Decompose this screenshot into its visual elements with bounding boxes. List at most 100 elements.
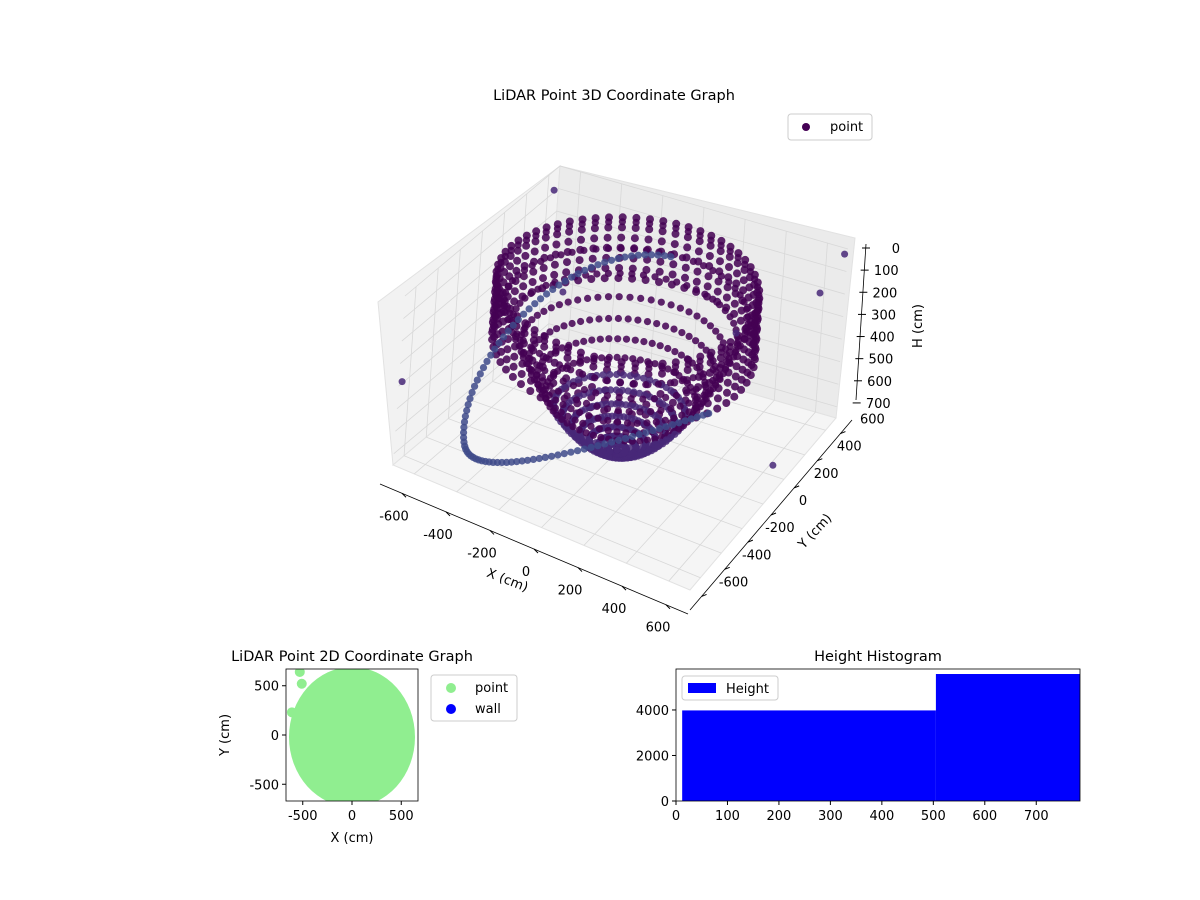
point-bowl [596,335,604,343]
point-rim [509,362,518,371]
z-ticks-3d: 0 100 200 300 400 500 600 700 [852,242,900,412]
point-arc [654,251,662,259]
y-ticks-hist: 0 2000 4000 [636,704,676,810]
point-bowl [751,315,759,323]
point-bowl [716,333,724,341]
grid-line-x [626,231,787,564]
point-bowl [557,408,565,416]
point-rim [683,233,692,242]
point-bowl [514,271,522,279]
point-arc [504,327,512,335]
point-bowl [571,416,579,424]
point-rim [540,342,549,351]
point-bowl [558,415,566,423]
point-rim [563,354,572,362]
point-bowl [599,371,607,379]
point-bowl [532,232,540,240]
point-bowl [626,293,634,301]
point-rim [656,257,665,266]
point-bowl [667,405,675,413]
point-rim [562,268,571,277]
x-tick-label-hist: 300 [818,809,843,824]
point-arc [621,253,629,261]
y-tick-label-hist: 2000 [636,749,669,764]
point-bowl [604,244,613,252]
point-bowl [568,319,576,328]
point-bowl [516,299,524,307]
point-bowl [492,279,500,287]
point-rim [742,378,751,387]
point-arc [464,401,472,409]
z-axis-line [855,243,867,401]
point-bowl [755,291,763,299]
point-rim [564,237,573,246]
point-bowl [546,254,555,262]
point-arc [699,411,707,419]
point-bowl [637,294,645,302]
point-rim [737,385,746,394]
point-bowl [560,322,568,330]
point-bowl [604,293,613,301]
point-bowl [692,286,700,294]
point-bowl [586,316,594,324]
y-ticks-2d: -500 0 500 [249,680,286,793]
point-rim [722,399,731,407]
histogram-bars [682,674,1080,801]
chart-3d-scatter: LiDAR Point 3D Coordinate Graph -600 -400… [377,88,926,636]
point-bowl [563,419,571,427]
point-bowl [631,364,639,372]
point-arc [524,456,532,464]
point-bowl [702,346,710,354]
point-arc [554,451,562,459]
point-rim [603,233,612,242]
point-bowl [615,393,623,402]
point-bowl [604,269,613,277]
point-bowl [598,354,606,362]
x-tick-mark-3d [621,585,627,591]
point-bowl [744,313,752,321]
point-bowl [625,408,633,416]
y-tick-label-3d: -400 [742,548,772,563]
point-bowl [684,228,692,236]
point-bowl [535,349,544,357]
point-rim [669,260,678,269]
point-rim [705,252,714,260]
z-tick-label-3d: 200 [873,286,898,301]
point-arc [518,457,526,465]
legend-3d-box [787,113,873,141]
point-bowl [603,377,611,385]
point-bowl [672,224,680,232]
point-bowl [700,317,708,325]
point-bowl [647,296,655,304]
pane-floor [392,334,837,591]
point-bowl [671,363,680,371]
z-tick-label-3d: 400 [870,331,895,346]
point-rim [519,272,528,281]
y-tick-label-3d: 600 [860,413,885,428]
point-arc [635,430,643,439]
point-arc [567,448,575,456]
point-arc [537,295,545,303]
point-arc [581,266,589,274]
y-tick-mark-3d [793,485,800,489]
x-tick-label-2d: 0 [348,809,356,824]
point-bowl [643,318,652,326]
y-tick-mark-3d [770,512,777,516]
point-bowl [500,302,508,310]
point-bowl [701,381,709,389]
point-bowl [676,304,685,312]
point-rim [750,355,759,364]
x-ticks-2d: -500 0 500 [288,801,414,824]
point-bowl [619,371,628,379]
point-bowl [570,359,578,367]
x-ticks-hist: 0 100 200 300 400 500 600 700 [672,801,1049,824]
point-arc [525,305,533,313]
point-bowl [545,391,553,399]
point-bowl [709,376,717,385]
point-bowl [537,257,545,265]
point-rim [513,246,522,255]
point-rim [695,237,704,246]
point-bowl [643,419,651,427]
y-tick-label-3d: 200 [814,467,839,482]
point-bowl [527,343,535,351]
